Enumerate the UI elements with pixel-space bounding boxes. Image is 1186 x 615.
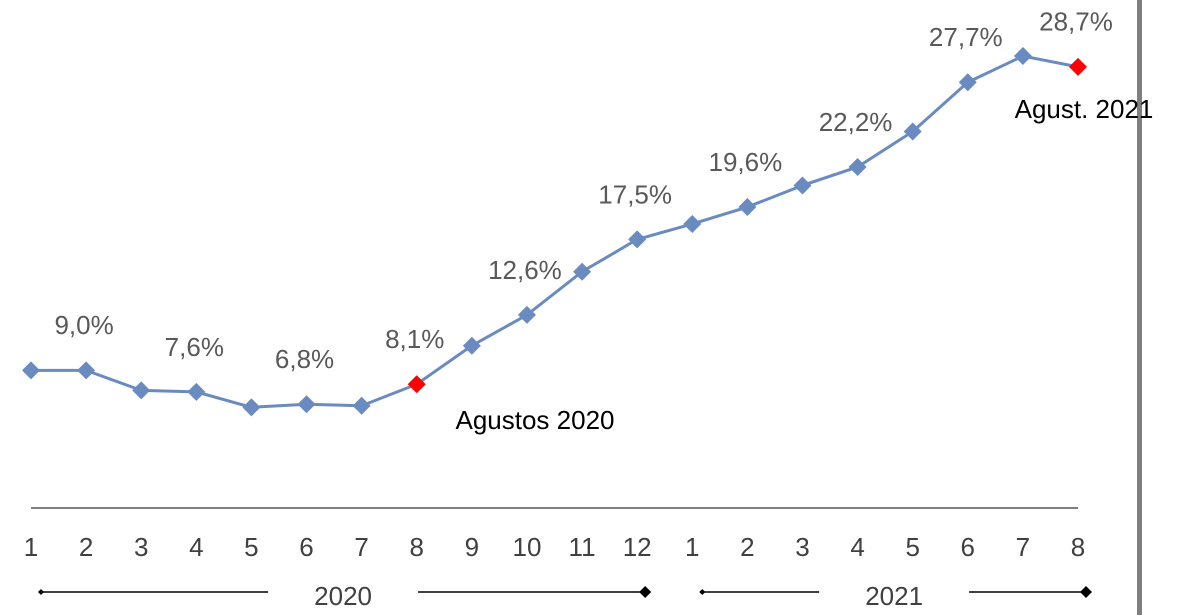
marker <box>1069 57 1087 76</box>
x-tick-label: 2 <box>740 532 754 562</box>
group-end <box>38 589 44 595</box>
x-tick-label: 5 <box>905 532 919 562</box>
x-tick-label: 7 <box>354 532 368 562</box>
x-tick-label: 4 <box>850 532 864 562</box>
group-label: 2020 <box>314 581 372 611</box>
data-label: 12,6% <box>488 255 562 285</box>
x-tick-label: 10 <box>512 532 541 562</box>
marker <box>573 262 592 281</box>
x-tick-label: 8 <box>410 532 424 562</box>
x-tick-label: 6 <box>299 532 313 562</box>
marker <box>793 176 812 195</box>
data-label: 27,7% <box>929 22 1003 52</box>
marker <box>958 73 977 92</box>
data-label: 28,7% <box>1039 7 1113 37</box>
x-tick-label: 8 <box>1071 532 1085 562</box>
x-tick-label: 3 <box>134 532 148 562</box>
line <box>31 54 1079 409</box>
marker <box>683 214 702 233</box>
group-label: 2021 <box>865 581 923 611</box>
annotation: Agustos 2020 <box>455 405 614 435</box>
x-tick-label: 1 <box>24 532 38 562</box>
data-label: 9,0% <box>54 310 113 340</box>
marker <box>462 336 481 355</box>
marker <box>628 230 647 249</box>
marker <box>22 361 40 380</box>
x-tick-label: 12 <box>623 532 652 562</box>
marker <box>352 396 371 415</box>
marker <box>407 375 426 394</box>
data-label: 22,2% <box>819 107 893 137</box>
x-tick-label: 5 <box>244 532 258 562</box>
marker <box>187 382 206 401</box>
marker <box>242 398 261 417</box>
data-label: 6,8% <box>275 344 334 374</box>
marker <box>738 198 757 217</box>
data-label: 8,1% <box>385 324 444 354</box>
x-tick-label: 11 <box>569 532 596 562</box>
data-label: 7,6% <box>165 332 224 362</box>
x-tick-label: 6 <box>961 532 975 562</box>
marker <box>517 305 536 324</box>
x-tick-label: 9 <box>465 532 479 562</box>
x-tick-label: 1 <box>685 532 699 562</box>
data-label: 19,6% <box>709 147 783 177</box>
marker <box>297 395 316 414</box>
x-tick-label: 2 <box>79 532 93 562</box>
marker <box>77 361 96 380</box>
annotation: Agust. 2021 <box>1015 94 1154 124</box>
marker <box>848 157 867 176</box>
marker <box>903 122 922 141</box>
x-tick-label: 7 <box>1016 532 1030 562</box>
marker <box>132 381 151 400</box>
data-label: 17,5% <box>598 179 672 209</box>
side-border <box>1137 0 1142 615</box>
group-end <box>639 586 652 598</box>
x-tick-label: 3 <box>795 532 809 562</box>
group-end <box>699 589 706 595</box>
x-tick-label: 4 <box>189 532 203 562</box>
marker <box>1013 47 1032 66</box>
group-end <box>1080 586 1092 598</box>
